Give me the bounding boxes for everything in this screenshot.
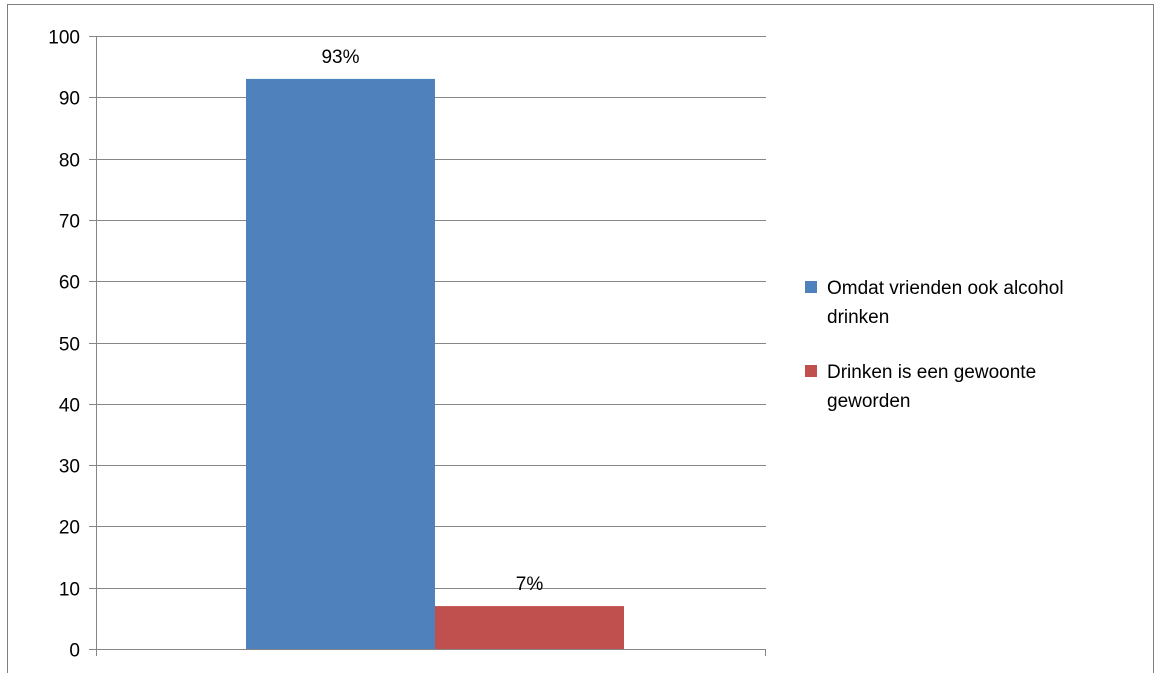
y-tick-label: 10	[59, 580, 80, 601]
y-tick-label: 60	[59, 273, 80, 294]
y-tick-label: 100	[48, 28, 80, 49]
y-tick-label: 50	[59, 335, 80, 356]
y-tick-label: 70	[59, 212, 80, 233]
y-tick-label: 80	[59, 151, 80, 172]
legend-label: geworden	[827, 391, 910, 412]
legend-swatch	[805, 281, 817, 293]
bar	[435, 606, 624, 649]
y-tick-label: 90	[59, 89, 80, 110]
legend-label: Omdat vrienden ook alcohol	[827, 278, 1064, 299]
data-labels: 93% 7%	[321, 47, 543, 595]
y-axis-ticks: 0 10 20 30 40 50 60 70 80 90 100	[48, 28, 80, 662]
bar-chart: 0 10 20 30 40 50 60 70 80 90 100 93% 7% Omdat vrien…	[48, 28, 1064, 662]
chart-frame: 0 10 20 30 40 50 60 70 80 90 100 93% 7% Omdat vrien…	[7, 4, 1154, 673]
data-label: 93%	[321, 47, 359, 68]
y-tick-label: 40	[59, 396, 80, 417]
y-tick-label: 30	[59, 457, 80, 478]
data-label: 7%	[516, 574, 544, 595]
y-tick-label: 20	[59, 518, 80, 539]
legend-label: drinken	[827, 307, 889, 328]
y-tick-label: 0	[69, 641, 80, 662]
legend: Omdat vrienden ook alcohol drinken Drinken…	[805, 278, 1064, 412]
legend-label: Drinken is een gewoonte	[827, 362, 1036, 383]
legend-swatch	[805, 365, 817, 377]
bar	[246, 78, 435, 649]
bars	[246, 78, 624, 649]
